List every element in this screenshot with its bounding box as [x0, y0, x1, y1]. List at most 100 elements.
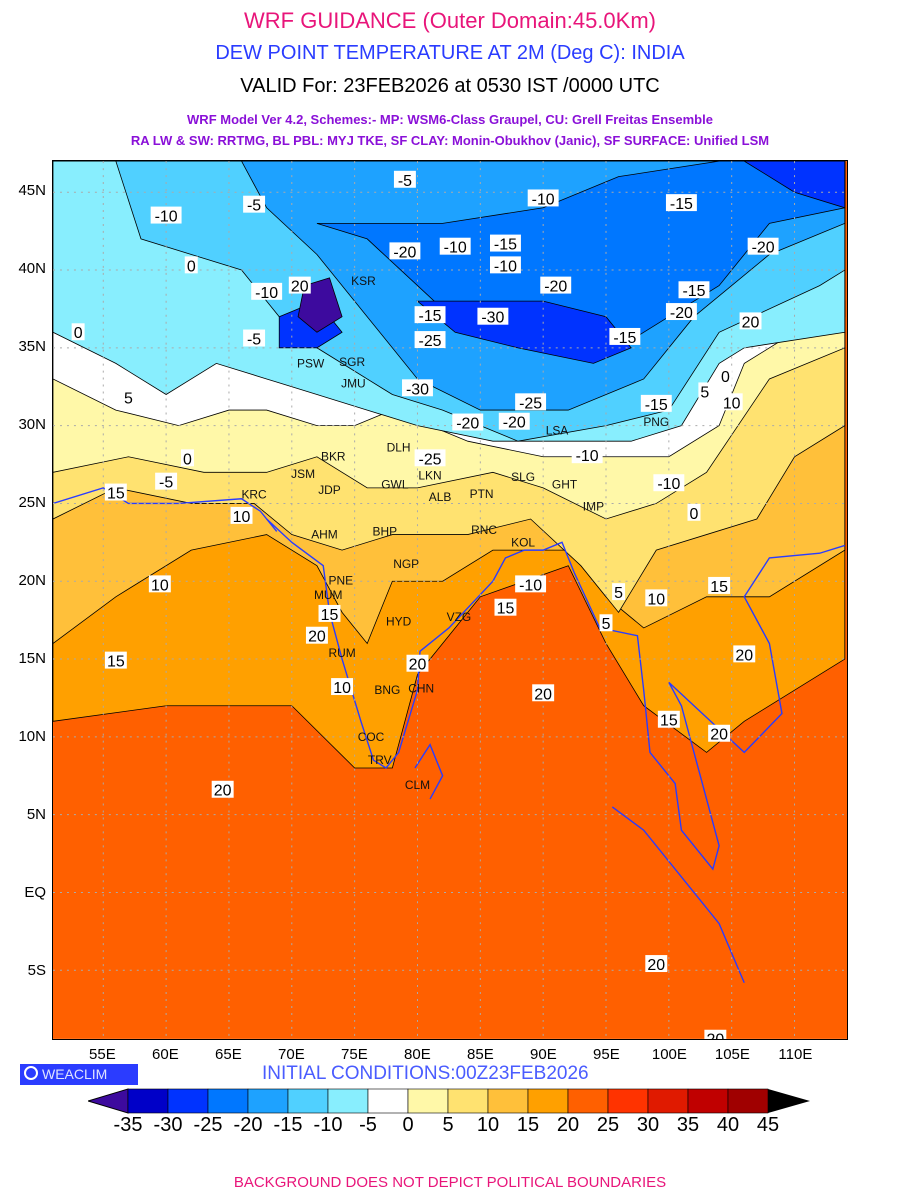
colorbar-swatch: [327, 1088, 369, 1114]
contour-label-group: -5: [243, 329, 266, 348]
contour-label-group: 15: [104, 651, 127, 671]
contour-label: 20: [291, 279, 309, 296]
contour-label-box: [665, 303, 697, 321]
contour-label-group: 15: [657, 710, 680, 730]
contour-label-group: -25: [414, 331, 446, 350]
contour-label-box: [540, 276, 572, 294]
contour-label-group: -20: [540, 276, 572, 296]
contour-label-box: [155, 472, 178, 490]
initial-conditions: INITIAL CONDITIONS:00Z23FEB2026: [262, 1063, 589, 1084]
contour-label-group: 10: [720, 393, 743, 412]
longitude-label: 105E: [714, 1046, 750, 1063]
city-label: COC: [358, 730, 385, 744]
contour-label-box: [718, 366, 732, 384]
colorbar-label: -35: [113, 1114, 143, 1136]
contour-label-box: [184, 256, 198, 274]
contour-label-group: -25: [515, 393, 547, 412]
contour-label-box: [402, 379, 433, 397]
contour-label-box: [640, 394, 672, 412]
city-label: LKN: [418, 468, 441, 482]
contour-label: 20: [214, 783, 232, 800]
contour-label: -20: [670, 305, 693, 322]
contour-label: 20: [710, 727, 728, 744]
contour-label-box: [243, 329, 266, 347]
contour-label: -20: [503, 415, 526, 432]
colorbar-swatch: [367, 1088, 409, 1114]
contour-label: 20: [742, 314, 760, 331]
colorbar-label: 0: [402, 1114, 414, 1136]
contour-label-group: 20: [733, 645, 756, 664]
contour-label: -20: [752, 240, 775, 257]
city-label: JMU: [341, 377, 366, 391]
contour-label-group: 5: [698, 382, 712, 401]
longitude-label: 80E: [404, 1046, 431, 1063]
contour-label: -20: [456, 416, 479, 433]
footer-disclaimer: BACKGROUND DOES NOT DEPICT POLITICAL BOU…: [233, 1174, 667, 1191]
contour-label-box: [657, 710, 680, 728]
contour-label-group: -15: [665, 194, 697, 213]
contour-label-group: -10: [571, 446, 603, 465]
contour-label-box: [104, 483, 127, 501]
contour-label-group: -20: [389, 242, 421, 261]
contour-label-box: [211, 780, 234, 798]
colorbar-swatch: [167, 1088, 209, 1114]
contour-label: -25: [519, 395, 542, 412]
contour-label-group: 10: [331, 678, 354, 697]
contour-label-group: 0: [718, 366, 732, 386]
contour-label-box: [104, 651, 127, 669]
contour-label-group: -20: [747, 237, 779, 257]
contour-label-box: [414, 449, 446, 467]
colorbar-swatch: [567, 1088, 609, 1114]
contour-label: -5: [398, 173, 412, 190]
colorbar-label: -5: [359, 1114, 377, 1136]
contour-label-box: [653, 474, 685, 492]
contour-label: -25: [419, 451, 442, 468]
contour-label-group: -15: [414, 306, 446, 325]
colorbar-label: 40: [716, 1114, 740, 1136]
city-label: BKR: [321, 450, 346, 464]
contour-label: 0: [74, 325, 83, 342]
contour-label: -10: [576, 448, 599, 465]
latitude-label: 30N: [18, 416, 46, 434]
city-label: PNG: [643, 415, 669, 429]
contour-label: -15: [419, 308, 442, 325]
contour-label: 10: [151, 577, 169, 594]
contour-label: 10: [723, 395, 741, 412]
city-label: BHP: [373, 524, 398, 538]
contour-label: 20: [735, 647, 753, 664]
longitude-label: 100E: [651, 1046, 687, 1063]
colorbar-swatch: [447, 1088, 489, 1114]
contour-label-group: 20: [739, 312, 762, 331]
coastline: [414, 743, 444, 800]
model-info-line-2: RA LW & SW: RRTMG, BL PBL: MYJ TKE, SF C…: [130, 133, 770, 148]
contour-label-box: [678, 281, 710, 299]
city-label: PSW: [297, 356, 325, 370]
contour-label-box: [720, 393, 743, 411]
contour-label-box: [288, 276, 311, 294]
longitude-label: 55E: [89, 1046, 116, 1063]
contour-label-group: -15: [489, 234, 521, 254]
city-label: GHT: [552, 478, 578, 492]
contour-label-box: [121, 388, 135, 406]
contour-label-group: 10: [230, 506, 253, 526]
latitude-label: 15N: [18, 650, 46, 668]
contour-label-box: [515, 393, 547, 411]
contour-label: 20: [409, 657, 427, 674]
contour-label-group: -20: [452, 413, 484, 433]
contour-label: -15: [613, 330, 636, 347]
city-label: LSA: [546, 423, 569, 437]
contour-label-box: [406, 654, 429, 672]
contour-label: 5: [700, 384, 709, 401]
colorbar-label: 10: [476, 1114, 500, 1136]
map-subtitle: DEW POINT TEMPERATURE AT 2M (Deg C): IND…: [215, 42, 685, 64]
contour-label-box: [489, 256, 521, 274]
contour-label-box: [645, 589, 668, 607]
latitude-label: 25N: [18, 494, 46, 512]
contour-label-group: 20: [708, 724, 731, 744]
contour-label-box: [477, 307, 509, 325]
contour-label: 15: [107, 654, 125, 671]
contour-label-group: 0: [180, 449, 194, 468]
contour-label-box: [251, 282, 283, 300]
copyright-icon: [24, 1066, 38, 1080]
contour-label-box: [515, 575, 547, 593]
